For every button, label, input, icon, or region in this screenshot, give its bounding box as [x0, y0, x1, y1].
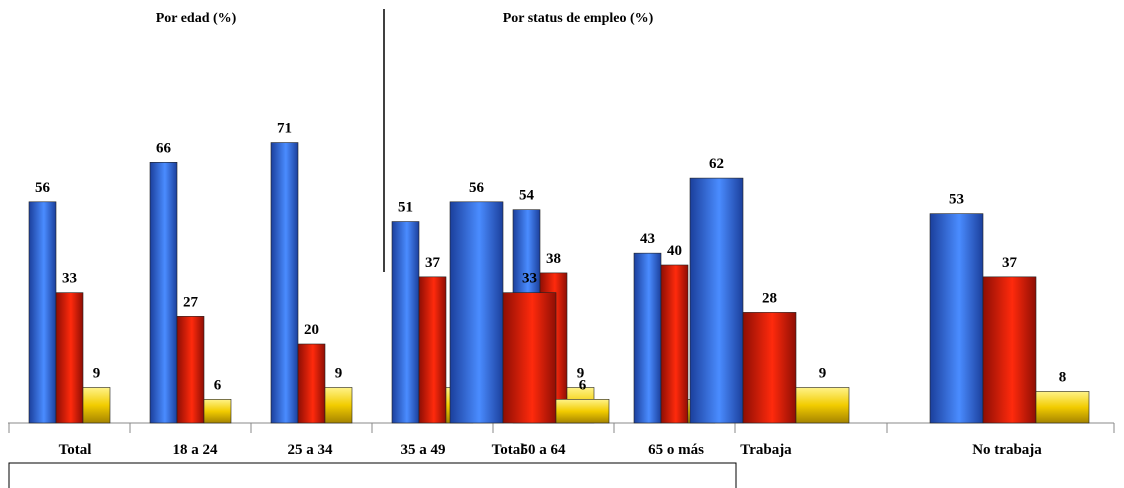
- category-label: Trabaja: [740, 442, 792, 458]
- bar-blue: [28, 201, 57, 424]
- data-label: 9: [577, 365, 585, 381]
- data-label: 27: [183, 294, 199, 310]
- data-label: 6: [214, 377, 222, 393]
- category-label: 18 a 24: [173, 442, 219, 458]
- data-label: 51: [398, 200, 413, 216]
- data-label: 37: [425, 255, 441, 271]
- data-label: 20: [304, 322, 319, 338]
- bar-yellow: [324, 387, 353, 424]
- bar-yellow: [1035, 391, 1090, 424]
- data-label: 6: [579, 377, 587, 393]
- category-label: No trabaja: [972, 442, 1042, 458]
- bar-yellow: [795, 387, 850, 424]
- data-label: 40: [667, 243, 682, 259]
- bar-red: [982, 276, 1037, 424]
- category-label: 35 a 49: [401, 442, 446, 458]
- bar-yellow: [82, 387, 111, 424]
- category-label: 65 o más: [648, 442, 704, 458]
- chart-title-empleo: Por status de empleo (%): [503, 11, 654, 26]
- category-label: 50 a 64: [521, 442, 567, 458]
- data-label: 56: [35, 180, 51, 196]
- data-label: 53: [949, 192, 964, 208]
- chart-edad-marks: 56 33 9 Total 66 27 6 18 a 24 71 20 9 25 a 34 51 37 9 3…: [28, 121, 716, 458]
- bar-yellow: [555, 398, 610, 424]
- chart-title-edad: Por edad (%): [156, 11, 237, 26]
- bar-blue: [633, 252, 662, 424]
- bar-yellow: [203, 398, 232, 424]
- data-label: 9: [819, 365, 827, 381]
- data-label: 33: [62, 271, 77, 287]
- bar-blue: [149, 162, 178, 424]
- bar-blue: [689, 177, 744, 424]
- data-label: 54: [519, 188, 535, 204]
- bar-blue: [929, 213, 984, 424]
- bar-blue: [270, 142, 299, 424]
- bar-red: [55, 292, 84, 424]
- data-label: 71: [277, 121, 292, 137]
- bar-red: [660, 264, 689, 424]
- chart-empleo-marks: 56 33 6 Total 62 28 9 Trabaja 53 37 8 No trabaja: [449, 156, 1090, 458]
- data-label: 62: [709, 156, 724, 172]
- bar-red: [502, 292, 557, 424]
- category-label: Total: [492, 442, 525, 458]
- category-label: 25 a 34: [288, 442, 334, 458]
- bar-red: [418, 276, 447, 424]
- bar-red: [176, 316, 205, 424]
- data-label: 8: [1059, 369, 1067, 385]
- bar-red: [297, 343, 326, 424]
- x-axis-ticks: [8, 423, 1115, 433]
- data-label: 43: [640, 231, 655, 247]
- data-label: 38: [546, 251, 561, 267]
- bar-blue: [391, 221, 420, 424]
- category-label: Total: [59, 442, 92, 458]
- bar-blue: [449, 201, 504, 424]
- data-label: 9: [93, 365, 101, 381]
- bar-red: [742, 312, 797, 424]
- data-label: 9: [335, 365, 343, 381]
- data-label: 33: [522, 271, 537, 287]
- data-label: 28: [762, 290, 777, 306]
- data-label: 66: [156, 140, 172, 156]
- legend-box: [8, 462, 737, 488]
- data-label: 37: [1002, 255, 1018, 271]
- data-label: 56: [469, 180, 485, 196]
